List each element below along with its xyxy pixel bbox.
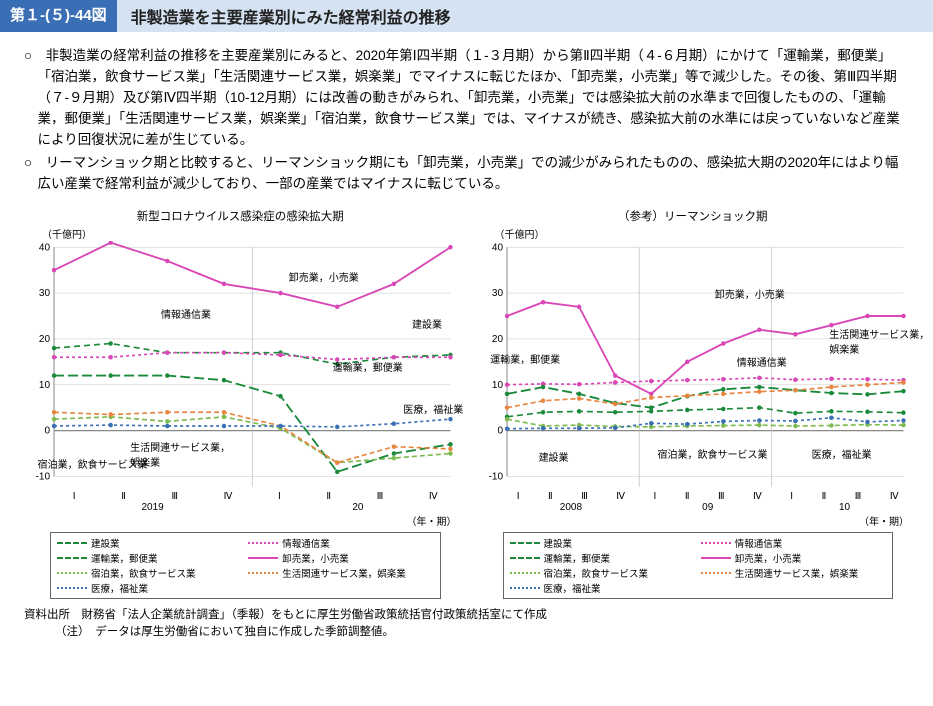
x-unit-right: （年・期） — [473, 513, 910, 528]
svg-text:20: 20 — [39, 334, 50, 345]
legend-label: 運輸業，郵便業 — [91, 551, 158, 565]
svg-text:-10: -10 — [36, 472, 51, 483]
legend-label: 宿泊業，飲食サービス業 — [91, 566, 196, 580]
x-labels-left: ⅠⅡⅢⅣⅠⅡⅢⅣ — [50, 491, 461, 502]
chart-left-title: 新型コロナウイルス感染症の感染拡大期 — [20, 208, 461, 224]
title-row: 第１-(５)-44図 非製造業を主要産業別にみた経常利益の推移 — [0, 0, 933, 32]
svg-text:10: 10 — [491, 380, 502, 391]
legend-item: 建設業 — [57, 536, 242, 550]
legend-swatch — [57, 557, 87, 559]
legend-label: 情報通信業 — [282, 536, 330, 550]
legend-item: 宿泊業，飲食サービス業 — [510, 566, 695, 580]
legend-swatch — [701, 542, 731, 544]
description-block: ○ 非製造業の経常利益の推移を主要産業別にみると、2020年第Ⅰ四半期（１-３月… — [0, 42, 933, 204]
legend-right: 建設業 情報通信業運輸業，郵便業 卸売業，小売業宿泊業，飲食サービス業 生活関連サービ… — [503, 532, 894, 599]
legend-swatch — [510, 587, 540, 589]
svg-text:40: 40 — [39, 243, 50, 254]
svg-text:0: 0 — [497, 426, 503, 437]
chart-left-plot: -10010203040 卸売業，小売業情報通信業建設業運輸業，郵便業医療，福祉… — [20, 241, 461, 491]
year-labels-right: 20080910 — [503, 502, 914, 513]
legend-label: 卸売業，小売業 — [282, 551, 349, 565]
legend-label: 情報通信業 — [735, 536, 783, 550]
legend-swatch — [57, 572, 87, 574]
legend-swatch — [248, 572, 278, 574]
legend-swatch — [510, 572, 540, 574]
legend-item: 運輸業，郵便業 — [57, 551, 242, 565]
legend-item: 医療，福祉業 — [510, 581, 695, 595]
legend-label: 建設業 — [91, 536, 120, 550]
y-unit-right: （千億円） — [495, 226, 914, 241]
legend-item: 運輸業，郵便業 — [510, 551, 695, 565]
figure-number-badge: 第１-(５)-44図 — [0, 0, 117, 32]
legend-item: 建設業 — [510, 536, 695, 550]
chart-right: （参考）リーマンショック期 （千億円） -10 0 10 20 30 40 卸売業，小売業… — [473, 208, 914, 601]
legend-swatch — [248, 542, 278, 544]
svg-text:0: 0 — [44, 426, 50, 437]
paragraph-1: ○ 非製造業の経常利益の推移を主要産業別にみると、2020年第Ⅰ四半期（１-３月… — [24, 46, 909, 151]
svg-text:20: 20 — [491, 334, 502, 345]
x-labels-right: ⅠⅡⅢⅣⅠⅡⅢⅣⅠⅡⅢⅣ — [503, 491, 914, 502]
legend-swatch — [701, 572, 731, 574]
year-labels-left: 201920 — [50, 502, 461, 513]
figure-title: 非製造業を主要産業別にみた経常利益の推移 — [117, 0, 933, 32]
legend-item: 生活関連サービス業，娯楽業 — [248, 566, 433, 580]
legend-item: 生活関連サービス業，娯楽業 — [701, 566, 886, 580]
source-block: 資料出所 財務省「法人企業統計調査」（季報）をもとに厚生労働省政策統括官付政策統… — [0, 601, 933, 639]
legend-item: 情報通信業 — [248, 536, 433, 550]
y-unit-left: （千億円） — [42, 226, 461, 241]
svg-text:40: 40 — [491, 243, 502, 254]
legend-left: 建設業 情報通信業運輸業，郵便業 卸売業，小売業宿泊業，飲食サービス業 生活関連サービ… — [50, 532, 441, 599]
legend-swatch — [248, 557, 278, 559]
legend-label: 生活関連サービス業，娯楽業 — [282, 566, 406, 580]
svg-text:30: 30 — [39, 289, 50, 300]
legend-label: 生活関連サービス業，娯楽業 — [735, 566, 859, 580]
legend-label: 運輸業，郵便業 — [544, 551, 611, 565]
svg-text:10: 10 — [39, 380, 50, 391]
chart-right-plot: -10010203040 卸売業，小売業情報通信業生活関連サービス業，娯楽業運輸… — [473, 241, 914, 491]
x-unit-left: （年・期） — [20, 513, 457, 528]
legend-swatch — [510, 557, 540, 559]
source-line-1: 資料出所 財務省「法人企業統計調査」（季報）をもとに厚生労働省政策統括官付政策統… — [24, 607, 909, 623]
legend-label: 建設業 — [544, 536, 573, 550]
chart-right-title: （参考）リーマンショック期 — [473, 208, 914, 224]
legend-label: 卸売業，小売業 — [735, 551, 802, 565]
legend-item: 卸売業，小売業 — [701, 551, 886, 565]
legend-label: 医療，福祉業 — [544, 581, 601, 595]
legend-swatch — [510, 542, 540, 544]
legend-item: 医療，福祉業 — [57, 581, 242, 595]
legend-label: 医療，福祉業 — [91, 581, 148, 595]
legend-item: 卸売業，小売業 — [248, 551, 433, 565]
legend-item: 宿泊業，飲食サービス業 — [57, 566, 242, 580]
legend-item: 情報通信業 — [701, 536, 886, 550]
svg-text:30: 30 — [491, 289, 502, 300]
legend-swatch — [57, 587, 87, 589]
chart-left: 新型コロナウイルス感染症の感染拡大期 （千億円） -10 0 10 20 30 40 卸売… — [20, 208, 461, 601]
legend-label: 宿泊業，飲食サービス業 — [544, 566, 649, 580]
legend-swatch — [57, 542, 87, 544]
svg-text:-10: -10 — [488, 472, 503, 483]
legend-swatch — [701, 557, 731, 559]
source-line-2: （注） データは厚生労働省において独自に作成した季節調整値。 — [24, 624, 909, 640]
paragraph-2: ○ リーマンショック期と比較すると、リーマンショック期にも「卸売業，小売業」での… — [24, 153, 909, 195]
charts-row: 新型コロナウイルス感染症の感染拡大期 （千億円） -10 0 10 20 30 40 卸売… — [0, 208, 933, 601]
